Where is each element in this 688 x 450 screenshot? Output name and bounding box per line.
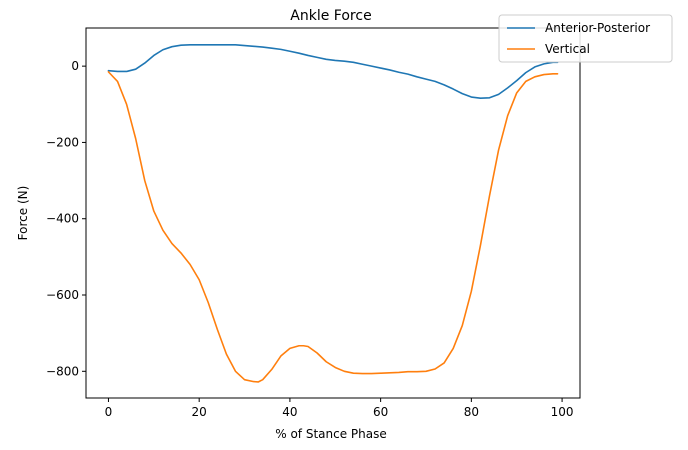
series-line-anterior-posterior — [107, 43, 559, 99]
x-tick-label: 40 — [282, 405, 297, 419]
legend-label-anterior-posterior: Anterior-Posterior — [545, 21, 650, 35]
y-tick-label: −600 — [46, 288, 79, 302]
legend: Anterior-Posterior Vertical — [498, 14, 673, 63]
x-axis-ticks: 0 20 40 60 80 100 — [105, 398, 574, 419]
y-tick-label: −800 — [46, 364, 79, 378]
y-tick-label: −400 — [46, 212, 79, 226]
plot-frame — [85, 27, 581, 399]
x-tick-label: 80 — [464, 405, 479, 419]
x-tick-label: 20 — [192, 405, 207, 419]
y-axis-ticks: −800 −600 −400 −200 0 — [46, 59, 86, 378]
y-axis-label: Force (N) — [16, 186, 30, 241]
legend-box — [498, 14, 673, 63]
series-line-vertical — [107, 71, 559, 383]
chart-title: Ankle Force — [290, 8, 371, 24]
series-lines — [107, 43, 559, 383]
legend-label-vertical: Vertical — [545, 42, 590, 56]
x-tick-label: 0 — [105, 405, 113, 419]
y-tick-label: 0 — [71, 59, 79, 73]
y-tick-label: −200 — [46, 135, 79, 149]
x-tick-label: 100 — [551, 405, 574, 419]
x-axis-label: % of Stance Phase — [275, 427, 387, 441]
x-tick-label: 60 — [373, 405, 388, 419]
